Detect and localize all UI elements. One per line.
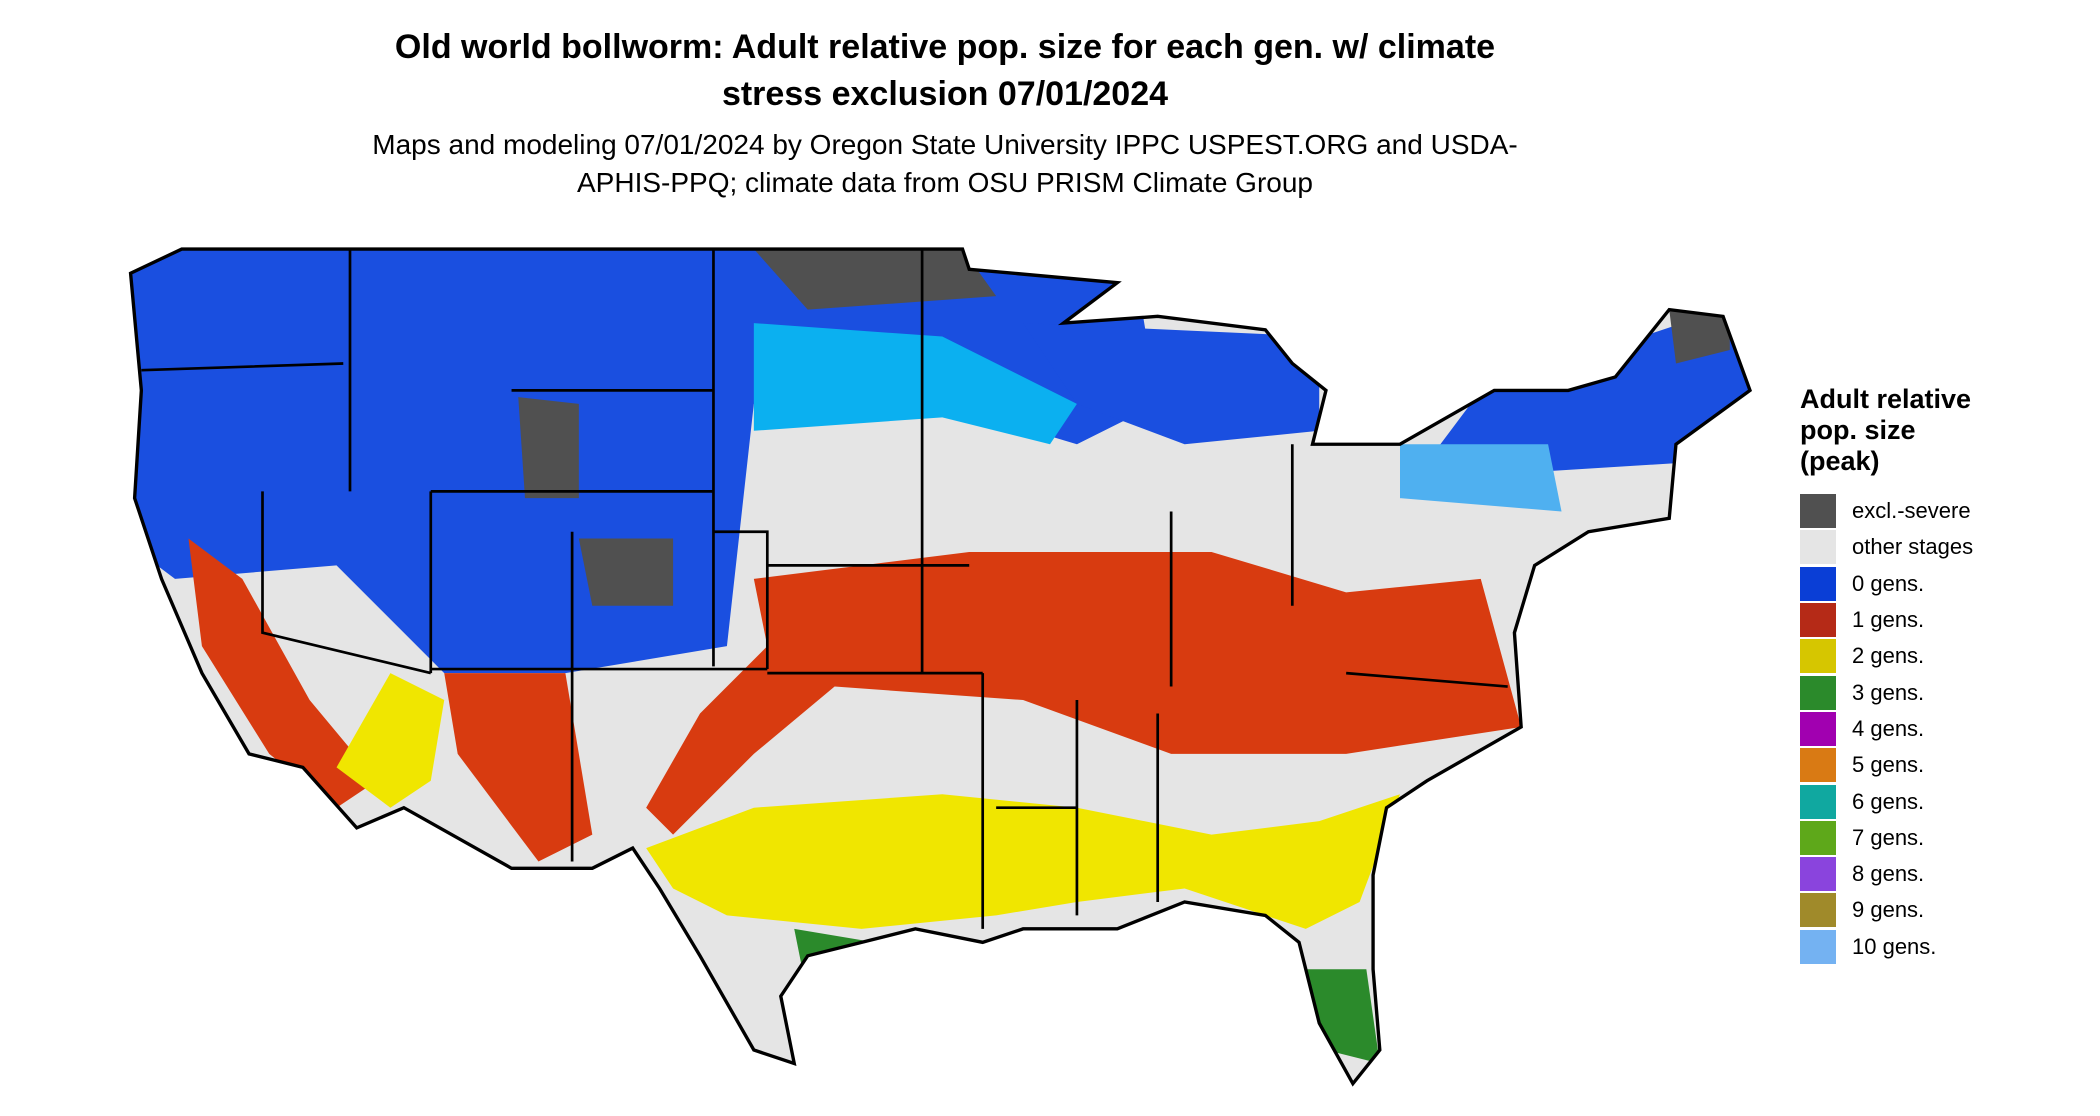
legend-items: excl.-severe other stages 0 gens. 1 gens. 2 … bbox=[1800, 493, 2060, 965]
legend-title: Adult relative pop. size (peak) bbox=[1800, 384, 1972, 476]
legend-label: 10 gens. bbox=[1852, 933, 1937, 959]
legend-item: other stages bbox=[1800, 529, 2060, 565]
legend-swatch bbox=[1800, 566, 1836, 601]
legend-swatch bbox=[1800, 711, 1836, 746]
legend: Adult relative pop. size (peak) excl.-se… bbox=[1800, 384, 2060, 965]
legend-label: 9 gens. bbox=[1852, 897, 1925, 923]
legend-swatch bbox=[1800, 820, 1836, 855]
legend-item: excl.-severe bbox=[1800, 493, 2060, 529]
legend-item: 10 gens. bbox=[1800, 929, 2060, 965]
legend-swatch bbox=[1800, 857, 1836, 892]
legend-label: 6 gens. bbox=[1852, 788, 1925, 814]
legend-label: 2 gens. bbox=[1852, 643, 1925, 669]
legend-swatch bbox=[1800, 893, 1836, 928]
legend-item: 4 gens. bbox=[1800, 711, 2060, 747]
legend-label: 1 gens. bbox=[1852, 607, 1925, 633]
legend-item: 0 gens. bbox=[1800, 566, 2060, 602]
map-subtitle: Maps and modeling 07/01/2024 by Oregon S… bbox=[372, 129, 1518, 198]
legend-swatch bbox=[1800, 639, 1836, 674]
legend-label: 3 gens. bbox=[1852, 679, 1925, 705]
legend-item: 5 gens. bbox=[1800, 747, 2060, 783]
legend-item: 8 gens. bbox=[1800, 856, 2060, 892]
state-lines bbox=[141, 249, 1508, 929]
legend-swatch bbox=[1800, 748, 1836, 783]
legend-label: other stages bbox=[1852, 534, 1974, 560]
legend-label: 7 gens. bbox=[1852, 824, 1925, 850]
legend-item: 6 gens. bbox=[1800, 783, 2060, 819]
legend-swatch bbox=[1800, 603, 1836, 638]
legend-item: 9 gens. bbox=[1800, 892, 2060, 928]
legend-swatch bbox=[1800, 530, 1836, 565]
legend-label: 0 gens. bbox=[1852, 570, 1925, 596]
legend-swatch bbox=[1800, 784, 1836, 819]
map-title: Old world bollworm: Adult relative pop. … bbox=[394, 28, 1496, 113]
legend-item: 7 gens. bbox=[1800, 820, 2060, 856]
legend-label: excl.-severe bbox=[1852, 498, 1971, 524]
legend-swatch bbox=[1800, 675, 1836, 710]
legend-label: 5 gens. bbox=[1852, 752, 1925, 778]
legend-item: 1 gens. bbox=[1800, 602, 2060, 638]
legend-swatch bbox=[1800, 929, 1836, 964]
legend-item: 3 gens. bbox=[1800, 674, 2060, 710]
legend-item: 2 gens. bbox=[1800, 638, 2060, 674]
legend-label: 8 gens. bbox=[1852, 861, 1925, 887]
legend-label: 4 gens. bbox=[1852, 715, 1925, 741]
legend-swatch bbox=[1800, 494, 1836, 529]
